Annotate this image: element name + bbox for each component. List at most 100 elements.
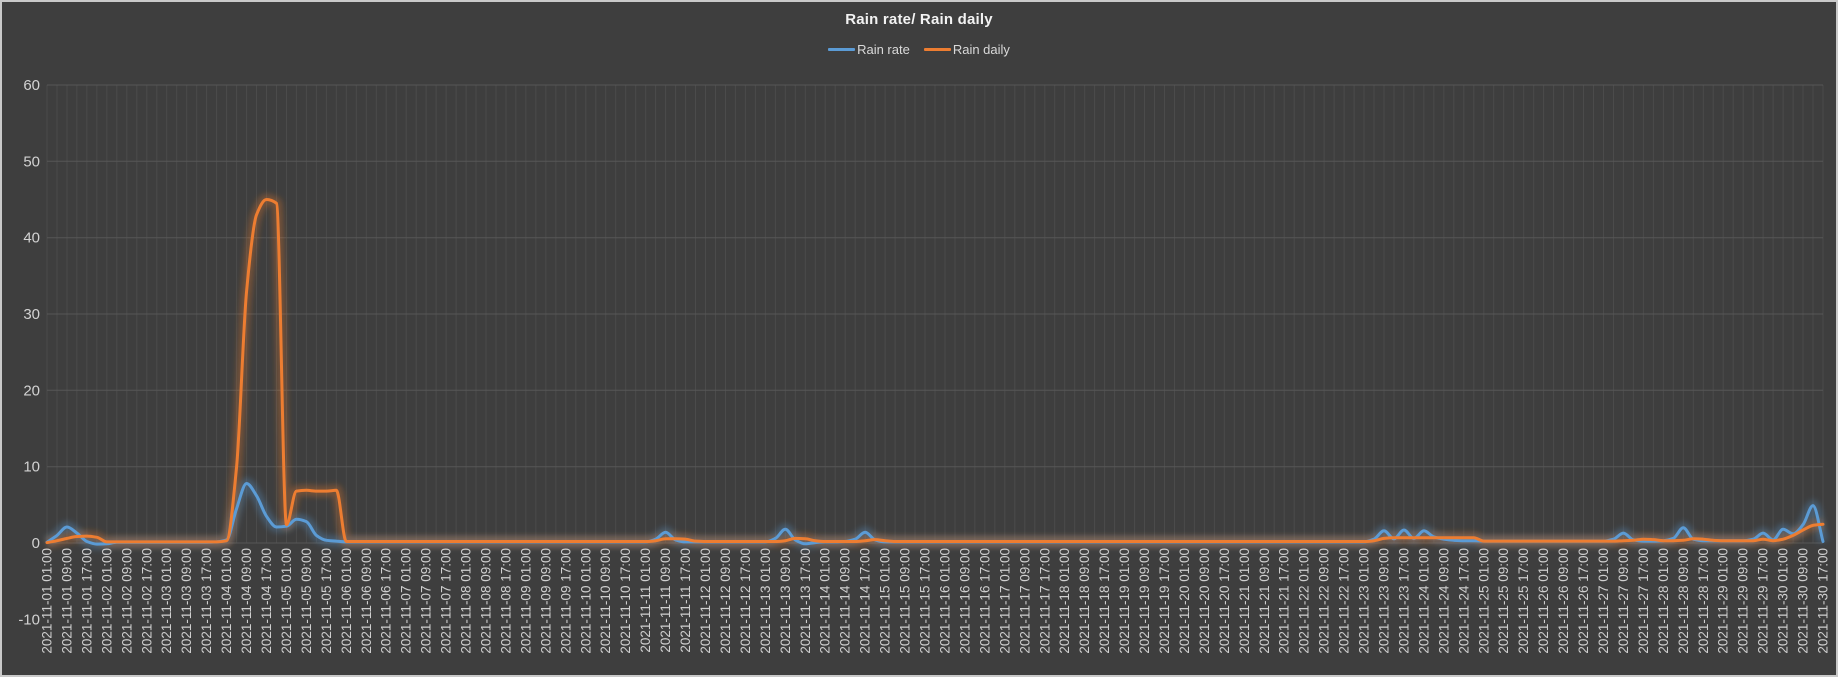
x-axis-tick-label: 2021-11-04 17:00 xyxy=(259,548,274,654)
x-axis-tick-label: 2021-11-04 09:00 xyxy=(239,548,254,654)
y-axis-tick-label: 40 xyxy=(23,230,40,247)
x-axis-tick-label: 2021-11-14 09:00 xyxy=(838,548,853,654)
x-axis-tick-label: 2021-11-02 01:00 xyxy=(99,548,114,654)
x-axis-tick-label: 2021-11-23 01:00 xyxy=(1357,548,1372,654)
legend-line-swatch-rain-daily xyxy=(923,48,951,51)
x-axis-tick-label: 2021-11-22 09:00 xyxy=(1317,548,1332,654)
x-axis-tick-label: 2021-11-23 17:00 xyxy=(1396,548,1411,654)
x-axis-tick-label: 2021-11-08 01:00 xyxy=(459,548,474,654)
x-axis-tick-label: 2021-11-07 01:00 xyxy=(399,548,414,654)
y-axis-tick-label: 10 xyxy=(23,459,40,476)
x-axis-tick-label: 2021-11-06 17:00 xyxy=(379,548,394,654)
y-axis-tick-label: 50 xyxy=(23,153,40,170)
x-axis-tick-label: 2021-11-13 01:00 xyxy=(758,548,773,654)
x-axis-tick-label: 2021-11-05 01:00 xyxy=(279,548,294,654)
legend-item-rain-daily: Rain daily xyxy=(923,42,1010,57)
x-axis-tick-label: 2021-11-11 17:00 xyxy=(678,548,693,653)
x-axis-tick-label: 2021-11-27 09:00 xyxy=(1616,548,1631,654)
x-axis-tick-label: 2021-11-29 17:00 xyxy=(1756,548,1771,654)
x-axis-tick-label: 2021-11-26 17:00 xyxy=(1576,548,1591,654)
x-axis-tick-label: 2021-11-13 09:00 xyxy=(778,548,793,654)
x-axis-tick-label: 2021-11-21 01:00 xyxy=(1237,548,1252,654)
x-axis-tick-label: 2021-11-08 09:00 xyxy=(479,548,494,654)
x-axis-tick-label: 2021-11-18 09:00 xyxy=(1077,548,1092,654)
x-axis-tick-label: 2021-11-26 01:00 xyxy=(1536,548,1551,654)
x-axis-tick-label: 2021-11-17 17:00 xyxy=(1037,548,1052,654)
y-axis-tick-label: 30 xyxy=(23,306,40,323)
x-axis-tick-label: 2021-11-25 17:00 xyxy=(1516,548,1531,654)
y-axis-tick-label: -10 xyxy=(18,611,40,628)
x-axis-tick-label: 2021-11-09 17:00 xyxy=(558,548,573,654)
x-axis-tick-label: 2021-11-05 17:00 xyxy=(319,548,334,654)
x-axis-tick-label: 2021-11-07 17:00 xyxy=(439,548,454,654)
x-axis-tick-label: 2021-11-10 17:00 xyxy=(618,548,633,654)
x-axis-tick-label: 2021-11-19 01:00 xyxy=(1117,548,1132,654)
x-axis-tick-label: 2021-11-28 01:00 xyxy=(1656,548,1671,654)
x-axis-tick-label: 2021-11-21 09:00 xyxy=(1257,548,1272,654)
x-axis-tick-label: 2021-11-29 09:00 xyxy=(1736,548,1751,654)
x-axis-tick-label: 2021-11-30 17:00 xyxy=(1816,548,1831,654)
x-axis-tick-label: 2021-11-28 17:00 xyxy=(1696,548,1711,654)
x-axis-tick-label: 2021-11-07 09:00 xyxy=(419,548,434,654)
x-axis-tick-label: 2021-11-13 17:00 xyxy=(798,548,813,654)
y-axis-tick-label: 20 xyxy=(23,382,40,399)
x-axis-tick-label: 2021-11-14 01:00 xyxy=(818,548,833,654)
x-axis-tick-label: 2021-11-15 01:00 xyxy=(878,548,893,654)
x-axis-tick-label: 2021-11-02 09:00 xyxy=(119,548,134,654)
x-axis-tick-label: 2021-11-03 17:00 xyxy=(199,548,214,654)
x-axis-tick-label: 2021-11-24 01:00 xyxy=(1416,548,1431,654)
x-axis-tick-label: 2021-11-11 01:00 xyxy=(638,548,653,653)
x-axis-tick-label: 2021-11-09 09:00 xyxy=(538,548,553,654)
x-axis-tick-label: 2021-11-27 17:00 xyxy=(1636,548,1651,654)
chart-title: Rain rate/ Rain daily xyxy=(845,11,993,28)
x-axis-tick-label: 2021-11-22 17:00 xyxy=(1337,548,1352,654)
x-axis-tick-label: 2021-11-04 01:00 xyxy=(219,548,234,654)
x-axis-tick-label: 2021-11-24 17:00 xyxy=(1456,548,1471,654)
x-axis-tick-label: 2021-11-08 17:00 xyxy=(499,548,514,654)
x-axis-tick-label: 2021-11-20 17:00 xyxy=(1217,548,1232,654)
x-axis-tick-label: 2021-11-12 17:00 xyxy=(738,548,753,654)
y-axis-tick-label: 60 xyxy=(23,77,40,94)
x-axis-tick-label: 2021-11-01 09:00 xyxy=(60,548,75,654)
x-axis-tick-label: 2021-11-02 17:00 xyxy=(139,548,154,654)
x-axis-tick-label: 2021-11-05 09:00 xyxy=(299,548,314,654)
x-axis-tick-label: 2021-11-25 09:00 xyxy=(1496,548,1511,654)
x-axis-tick-label: 2021-11-12 01:00 xyxy=(698,548,713,654)
x-axis-tick-label: 2021-11-30 09:00 xyxy=(1796,548,1811,654)
series-rain-daily-line xyxy=(45,198,1825,545)
x-axis-tick-label: 2021-11-17 01:00 xyxy=(997,548,1012,654)
x-axis-tick-label: 2021-11-28 09:00 xyxy=(1676,548,1691,654)
x-axis-tick-label: 2021-11-17 09:00 xyxy=(1017,548,1032,654)
x-axis-tick-label: 2021-11-27 01:00 xyxy=(1596,548,1611,654)
x-axis-tick-label: 2021-11-30 01:00 xyxy=(1776,548,1791,654)
x-axis-tick-label: 2021-11-15 09:00 xyxy=(898,548,913,654)
x-axis-tick-label: 2021-11-09 01:00 xyxy=(518,548,533,654)
x-axis-tick-label: 2021-11-16 17:00 xyxy=(977,548,992,654)
x-axis-tick-label: 2021-11-16 09:00 xyxy=(957,548,972,654)
y-axis-tick-label: 0 xyxy=(32,535,40,552)
x-axis-tick-label: 2021-11-11 09:00 xyxy=(658,548,673,653)
x-axis-tick-label: 2021-11-15 17:00 xyxy=(918,548,933,654)
x-axis-tick-label: 2021-11-18 01:00 xyxy=(1057,548,1072,654)
x-axis-tick-label: 2021-11-10 09:00 xyxy=(598,548,613,654)
x-axis-tick-label: 2021-11-26 09:00 xyxy=(1556,548,1571,654)
x-axis-tick-label: 2021-11-24 09:00 xyxy=(1436,548,1451,654)
x-axis-tick-label: 2021-11-01 01:00 xyxy=(40,548,55,654)
x-axis-tick-label: 2021-11-16 01:00 xyxy=(938,548,953,654)
x-axis-tick-label: 2021-11-29 01:00 xyxy=(1716,548,1731,654)
x-axis-tick-label: 2021-11-18 17:00 xyxy=(1097,548,1112,654)
x-axis-tick-label: 2021-11-20 01:00 xyxy=(1177,548,1192,654)
legend-label-rain-rate: Rain rate xyxy=(857,42,910,57)
x-axis-tick-label: 2021-11-21 17:00 xyxy=(1277,548,1292,654)
x-axis-tick-label: 2021-11-03 09:00 xyxy=(179,548,194,654)
x-axis-tick-label: 2021-11-10 01:00 xyxy=(578,548,593,654)
x-axis-tick-label: 2021-11-03 01:00 xyxy=(159,548,174,654)
legend-line-swatch-rain-rate xyxy=(828,48,856,51)
x-axis-tick-label: 2021-11-12 09:00 xyxy=(718,548,733,654)
legend-label-rain-daily: Rain daily xyxy=(952,42,1010,57)
x-axis-tick-label: 2021-11-25 01:00 xyxy=(1476,548,1491,654)
legend-item-rain-rate: Rain rate xyxy=(828,42,910,57)
x-axis-tick-label: 2021-11-23 09:00 xyxy=(1377,548,1392,654)
